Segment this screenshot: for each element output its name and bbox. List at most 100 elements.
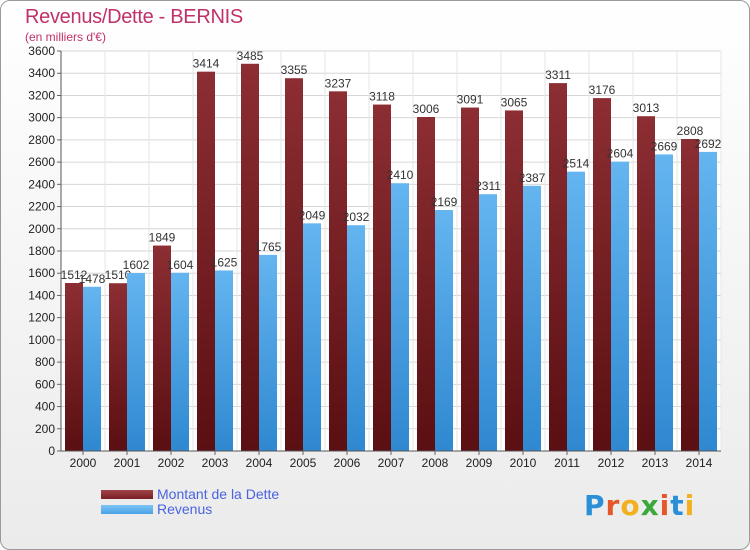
y-tick-label: 1600 — [28, 266, 55, 280]
y-tick-label: 400 — [35, 400, 55, 414]
data-label: 1478 — [79, 272, 106, 286]
y-tick-label: 2400 — [28, 177, 55, 191]
logo-letter: i — [659, 489, 671, 522]
logo-letter: P — [584, 489, 606, 522]
proxiti-logo: Proxiti — [584, 489, 695, 522]
chart-subtitle: (en milliers d'€) — [25, 30, 106, 44]
x-tick-label: 2001 — [114, 456, 141, 470]
data-label: 1625 — [211, 255, 238, 269]
bar-dette — [461, 107, 479, 452]
y-tick-label: 2600 — [28, 155, 55, 169]
data-label: 3006 — [413, 102, 440, 116]
data-label: 1510 — [105, 268, 132, 282]
bar-revenus — [127, 273, 145, 451]
data-label: 3355 — [281, 63, 308, 77]
y-tick-label: 3200 — [28, 88, 55, 102]
bar-revenus — [171, 272, 189, 451]
data-label: 1512 — [61, 268, 88, 282]
y-tick-label: 1800 — [28, 244, 55, 258]
logo-letter: i — [684, 489, 696, 522]
y-tick-label: 1400 — [28, 288, 55, 302]
data-label: 1849 — [149, 231, 176, 245]
x-tick-label: 2003 — [202, 456, 229, 470]
bar-revenus — [611, 161, 629, 451]
data-label: 1765 — [255, 240, 282, 254]
x-tick-label: 2000 — [70, 456, 97, 470]
y-tick-label: 1200 — [28, 311, 55, 325]
bar-revenus — [655, 154, 673, 451]
data-label: 3176 — [589, 83, 616, 97]
y-tick-label: 1000 — [28, 333, 55, 347]
data-label: 2387 — [519, 171, 546, 185]
chart-title: Revenus/Dette - BERNIS — [25, 6, 243, 28]
legend-swatch-revenus — [101, 505, 153, 514]
bar-dette — [153, 245, 171, 451]
y-tick-label: 2800 — [28, 133, 55, 147]
bar-dette — [197, 71, 215, 452]
logo-letter: t — [670, 489, 685, 522]
bar-revenus — [567, 171, 585, 451]
data-label: 2604 — [607, 147, 634, 161]
x-tick-label: 2010 — [510, 456, 537, 470]
logo-letter: x — [640, 489, 660, 522]
data-label: 1602 — [123, 258, 150, 272]
bar-dette — [681, 139, 699, 451]
data-label: 3414 — [193, 57, 220, 71]
bar-dette — [505, 110, 523, 451]
bar-dette — [241, 63, 259, 452]
bar-dette — [637, 116, 655, 451]
bar-revenus — [479, 194, 497, 451]
data-label: 2514 — [563, 157, 590, 171]
x-tick-label: 2012 — [598, 456, 625, 470]
data-label: 3065 — [501, 95, 528, 109]
data-label: 2669 — [651, 139, 678, 153]
x-tick-label: 2007 — [378, 456, 405, 470]
data-label: 2692 — [695, 137, 722, 151]
legend-label-revenus: Revenus — [157, 501, 213, 517]
x-tick-label: 2004 — [246, 456, 273, 470]
bar-revenus — [699, 151, 717, 451]
data-label: 3311 — [545, 68, 571, 82]
x-tick-label: 2011 — [554, 456, 580, 470]
bar-revenus — [523, 185, 541, 451]
bar-revenus — [347, 225, 365, 451]
bar-revenus — [259, 254, 277, 451]
data-label: 2311 — [475, 179, 501, 193]
data-label: 2049 — [299, 208, 326, 222]
y-tick-label: 600 — [35, 377, 55, 391]
data-label: 3237 — [325, 76, 352, 90]
bar-revenus — [303, 223, 321, 451]
bar-dette — [549, 83, 567, 451]
data-label: 3091 — [457, 93, 484, 107]
x-tick-label: 2006 — [334, 456, 361, 470]
x-tick-label: 2009 — [466, 456, 493, 470]
y-tick-label: 3000 — [28, 111, 55, 125]
bar-dette — [65, 283, 83, 451]
bar-revenus — [83, 286, 101, 451]
bar-revenus — [215, 270, 233, 451]
data-label: 2169 — [431, 195, 458, 209]
data-label: 2410 — [387, 168, 414, 182]
x-tick-label: 2002 — [158, 456, 185, 470]
bar-dette — [329, 91, 347, 451]
bar-dette — [417, 117, 435, 451]
y-tick-label: 3400 — [28, 66, 55, 80]
data-label: 3118 — [369, 90, 395, 104]
y-tick-label: 3600 — [28, 44, 55, 58]
x-tick-label: 2014 — [686, 456, 713, 470]
logo-letter: r — [605, 489, 621, 522]
bar-dette — [373, 104, 391, 452]
data-label: 1604 — [167, 258, 194, 272]
y-tick-label: 0 — [48, 444, 55, 458]
y-tick-label: 800 — [35, 355, 55, 369]
data-label: 2032 — [343, 210, 370, 224]
legend-label-dette: Montant de la Dette — [157, 486, 280, 502]
bar-dette — [593, 98, 611, 451]
bar-revenus — [435, 210, 453, 451]
x-tick-label: 2008 — [422, 456, 449, 470]
bar-dette — [285, 78, 303, 451]
logo-letter: o — [620, 489, 641, 522]
data-label: 2808 — [677, 124, 704, 138]
